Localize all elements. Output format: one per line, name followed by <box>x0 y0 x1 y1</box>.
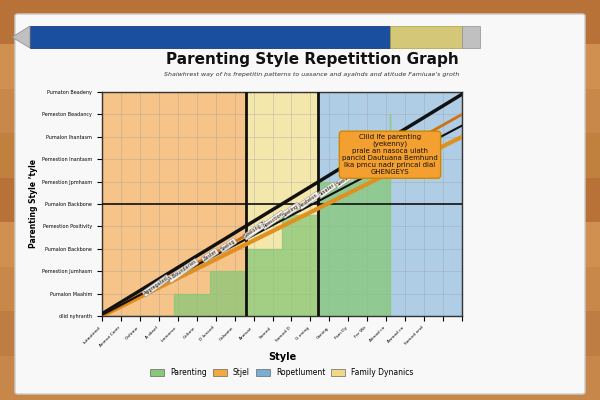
Bar <box>0 178 600 222</box>
FancyBboxPatch shape <box>15 14 585 394</box>
Text: Reesction: Reesction <box>262 211 284 229</box>
Polygon shape <box>102 114 390 316</box>
Text: Seeling: Seeling <box>282 203 300 218</box>
Text: Parenting Style Repetittion Graph: Parenting Style Repetittion Graph <box>166 52 458 67</box>
Bar <box>0 133 600 178</box>
Text: Clild Ife parenting
(yekenny)
prale an nasoca ulath
pancid Dautuana Bemhund
Ika : Clild Ife parenting (yekenny) prale an n… <box>342 134 438 176</box>
Bar <box>0 0 600 44</box>
Bar <box>0 222 600 267</box>
X-axis label: Style: Style <box>268 352 296 362</box>
Text: Aggregated: Aggregated <box>143 276 169 296</box>
Bar <box>0 356 600 400</box>
Text: Zester: Zester <box>202 249 218 262</box>
Bar <box>0 311 600 356</box>
Text: A Boundaries: A Boundaries <box>168 259 198 282</box>
Bar <box>0 44 600 89</box>
Text: Shaiwhrest way of hs frepetitin patterns to uasance and ayalnds and atitude Fami: Shaiwhrest way of hs frepetitin patterns… <box>164 72 460 77</box>
Text: Seelog: Seelog <box>220 239 236 252</box>
Bar <box>390 26 462 48</box>
Text: Seelong 2: Seelong 2 <box>244 221 266 240</box>
Polygon shape <box>12 26 30 48</box>
Legend: Parenting, Stjel, Ropetlument, Family Dynanics: Parenting, Stjel, Ropetlument, Family Dy… <box>148 365 416 380</box>
Y-axis label: Parenting Style ’tyle: Parenting Style ’tyle <box>29 160 38 248</box>
Bar <box>0 89 600 133</box>
Bar <box>30 26 390 48</box>
Text: Seelony: Seelony <box>335 172 355 188</box>
Text: Anstelon: Anstelon <box>299 192 319 209</box>
Text: Sloater: Sloater <box>319 183 335 197</box>
Bar <box>0 267 600 311</box>
Bar <box>462 26 480 48</box>
